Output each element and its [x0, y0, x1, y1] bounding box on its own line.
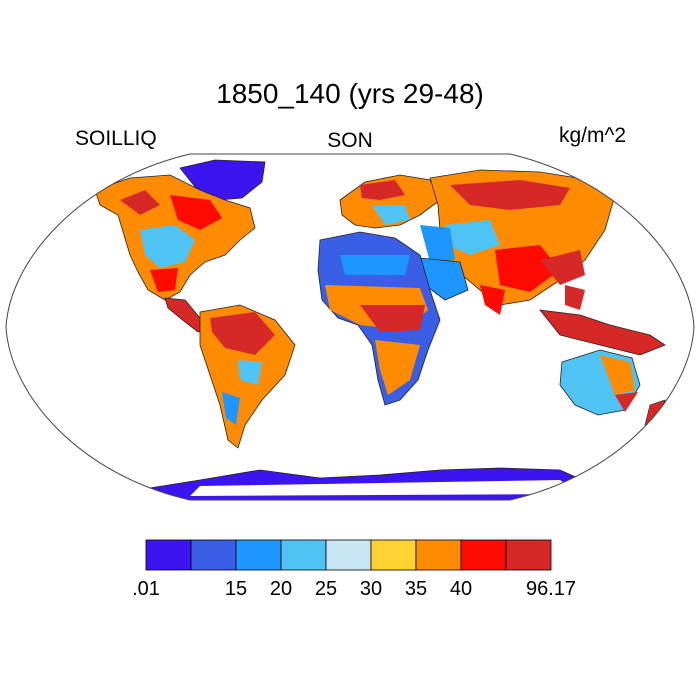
colorbar-box: [280, 539, 327, 571]
colorbar-box: [415, 539, 462, 571]
colorbar-box: [145, 539, 192, 571]
colorbar-tick-label: 25: [314, 578, 338, 600]
map-title: 1850_140 (yrs 29-48): [216, 78, 484, 109]
map-outline: [5, 153, 695, 501]
colorbar-box: [505, 539, 552, 571]
colorbar-box: [325, 539, 372, 571]
colorbar-tick-label: 15: [224, 578, 248, 600]
colorbar-tick-label: .01: [132, 578, 160, 600]
colorbar-box: [460, 539, 507, 571]
colorbar-tick-label: 40: [449, 578, 473, 600]
season-label: SON: [327, 129, 373, 152]
colorbar-tick-label: 30: [359, 578, 383, 600]
variable-label: SOILLIQ: [75, 127, 157, 150]
colorbar-box: [190, 539, 237, 571]
colorbar-tick-label: 20: [269, 578, 293, 600]
colorbar-tick-label: 35: [404, 578, 428, 600]
colorbar-box: [370, 539, 417, 571]
units-label: kg/m^2: [558, 124, 626, 147]
colorbar-tick-label: 96.17: [525, 578, 577, 600]
indonesia: [539, 309, 666, 356]
colorbar-box: [235, 539, 282, 571]
